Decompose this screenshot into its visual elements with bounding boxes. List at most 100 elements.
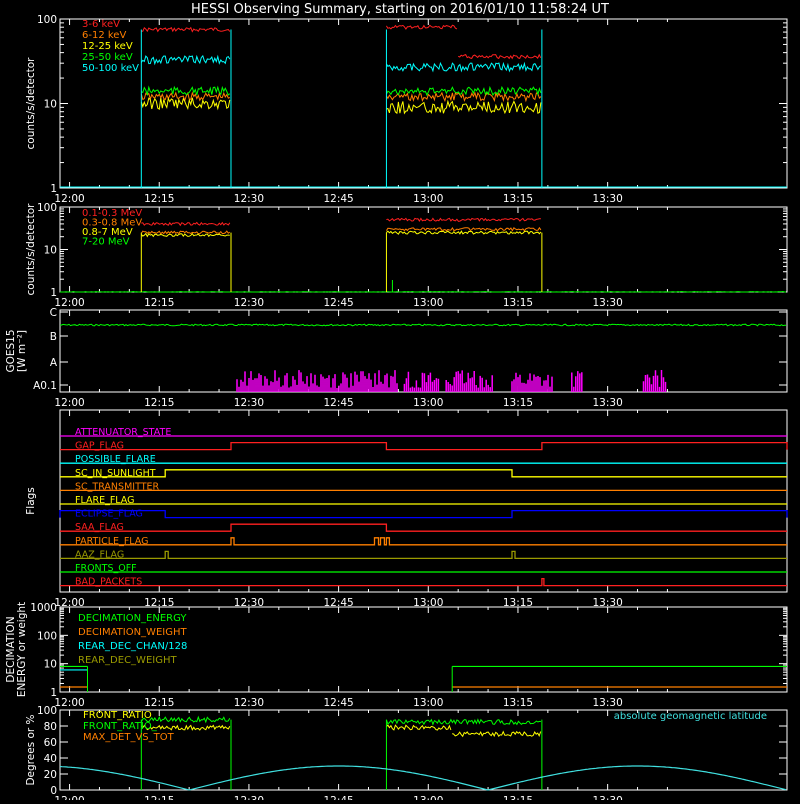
x-tick-label: 12:15: [144, 795, 174, 800]
figure-title: HESSI Observing Summary, starting on 201…: [191, 2, 609, 17]
series-line-1: [385, 226, 542, 232]
x-tick-label: 13:15: [503, 795, 533, 800]
x-tick-label: 12:45: [323, 597, 353, 609]
y-tick-label: 20: [44, 769, 57, 781]
x-tick-label: 13:30: [593, 597, 623, 609]
legend-entry: 0.1-0.3 MeV: [82, 208, 142, 219]
y-tick-label: B: [50, 331, 57, 343]
flag-label: BAD_PACKETS: [75, 577, 142, 588]
x-tick-label: 12:30: [234, 297, 264, 309]
x-tick-label: 13:15: [503, 597, 533, 609]
series-line-4: [140, 54, 231, 66]
x-tick-label: 12:45: [323, 697, 353, 709]
panel-goes: 12:00 12:15 12:30 12:45 13:00 13:15 13:30 A0.1 A…: [5, 307, 788, 409]
y-tick-label: C: [50, 307, 57, 319]
axes-frame: [59, 709, 788, 791]
y-axis-label: Flags: [25, 487, 37, 515]
x-tick-label: 12:00: [54, 397, 84, 409]
legend-entry: REAR_DEC_CHAN/128: [78, 641, 187, 652]
legend-entry: 50-100 keV: [82, 63, 139, 74]
x-tick-label: 13:15: [503, 697, 533, 709]
legend-entry: DECIMATION_WEIGHT: [78, 627, 187, 638]
legend-entry: FRONT_RATIO: [83, 710, 152, 721]
y-axis-label: [W m⁻²]: [16, 330, 28, 372]
y-axis-label: GOES15: [5, 329, 17, 372]
legend-entry: 12-25 keV: [82, 41, 133, 52]
x-tick-label: 12:45: [323, 795, 353, 800]
series-line-0: [141, 26, 231, 33]
y-tick-label: 100: [37, 705, 57, 717]
x-tick-label: 12:15: [144, 397, 174, 409]
y-tick-label: 100: [37, 14, 57, 26]
panel-lightcurves-high: 12:00 12:15 12:30 12:45 13:00 13:15 13:30 1 10 10…: [25, 202, 788, 309]
series-line-1: [385, 90, 542, 103]
geomagnetic-latitude-curve: [59, 765, 787, 791]
x-tick-label: 12:15: [144, 597, 174, 609]
series-line-2: [140, 97, 231, 111]
x-tick-label: 13:30: [593, 397, 623, 409]
goes-short-bars: [403, 371, 440, 392]
ratio-line-1: [140, 715, 231, 724]
flag-step-line: [60, 577, 787, 587]
x-tick-label: 12:15: [144, 297, 174, 309]
y-tick-label: A: [50, 357, 58, 369]
series-line-1: [140, 230, 231, 235]
panel-flags: 12:00 12:15 12:30 12:45 13:00 13:15 13:30 Flags…: [25, 409, 788, 609]
series-line-1: [140, 91, 230, 103]
panel-lightcurves: 12:00 12:15 12:30 12:45 13:00 13:15 13:30 1 10 10…: [25, 14, 788, 205]
y-tick-label: 80: [44, 721, 57, 733]
y-tick-label: 1000: [30, 602, 57, 614]
y-tick-label: 60: [44, 737, 57, 749]
series-line-0: [141, 221, 231, 227]
y-tick-label: 1: [50, 183, 57, 195]
x-tick-label: 12:00: [54, 795, 84, 800]
y-tick-label: 10: [44, 659, 57, 671]
flag-step-line: [60, 550, 787, 560]
legend-entry: 3-6 keV: [82, 19, 120, 30]
x-tick-label: 12:30: [234, 397, 264, 409]
x-tick-label: 13:15: [503, 397, 533, 409]
y-tick-label: 1: [50, 287, 57, 299]
legend-entry: MAX_DET_VS_TOT: [83, 732, 175, 743]
x-tick-label: 12:30: [234, 795, 264, 800]
flag-label: PARTICLE_FLAG: [75, 536, 148, 547]
goes-short-bars: [571, 371, 583, 392]
legend-entry: REAR_DEC_WEIGHT: [78, 655, 177, 666]
x-tick-label: 13:00: [413, 297, 443, 309]
series-line-0: [385, 24, 458, 30]
x-tick-label: 12:45: [323, 397, 353, 409]
goes-short-bars: [642, 370, 667, 392]
x-tick-label: 13:00: [413, 597, 443, 609]
x-tick-label: 13:30: [593, 795, 623, 800]
series-line-4: [385, 61, 542, 73]
series-line-0: [386, 217, 541, 222]
ratio-line-0: [452, 730, 542, 738]
x-tick-label: 12:45: [323, 193, 353, 205]
flag-label: ECLIPSE_FLAG: [75, 509, 143, 520]
series-line-2: [386, 99, 542, 115]
flag-label: SC_IN_SUNLIGHT: [75, 468, 156, 479]
legend-entry: 25-50 keV: [82, 52, 133, 63]
axes-frame: [59, 309, 788, 393]
y-tick-label: 100: [37, 202, 57, 214]
x-tick-label: 12:15: [144, 697, 174, 709]
geomagnetic-annotation: absolute geomagnetic latitude: [614, 711, 767, 722]
legend-entry: 6-12 keV: [82, 30, 126, 41]
x-tick-label: 12:45: [323, 297, 353, 309]
flag-label: AAZ_FLAG: [75, 549, 124, 560]
y-axis-label: DECIMATION: [5, 616, 17, 682]
series-line-0: [457, 53, 542, 60]
legend-entry: FRONT_RATIO_: [83, 721, 158, 732]
series-line-2: [386, 230, 542, 235]
y-tick-label: A0.1: [33, 380, 57, 392]
series-line-2: [140, 232, 230, 238]
legend-entry: 0.8-7 MeV: [82, 227, 133, 238]
y-tick-label: 10: [44, 245, 57, 257]
y-tick-label: 0: [50, 785, 57, 797]
flag-label: SC_TRANSMITTER: [75, 481, 160, 492]
x-tick-label: 13:00: [413, 795, 443, 800]
y-axis-label: counts/s/detector: [25, 57, 37, 150]
x-tick-label: 12:15: [144, 193, 174, 205]
